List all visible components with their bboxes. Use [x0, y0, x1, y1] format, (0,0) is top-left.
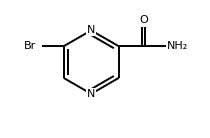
Text: NH₂: NH₂: [167, 41, 188, 51]
Text: N: N: [87, 89, 95, 99]
Text: O: O: [139, 15, 148, 25]
Text: N: N: [87, 25, 95, 35]
Text: Br: Br: [24, 41, 36, 51]
